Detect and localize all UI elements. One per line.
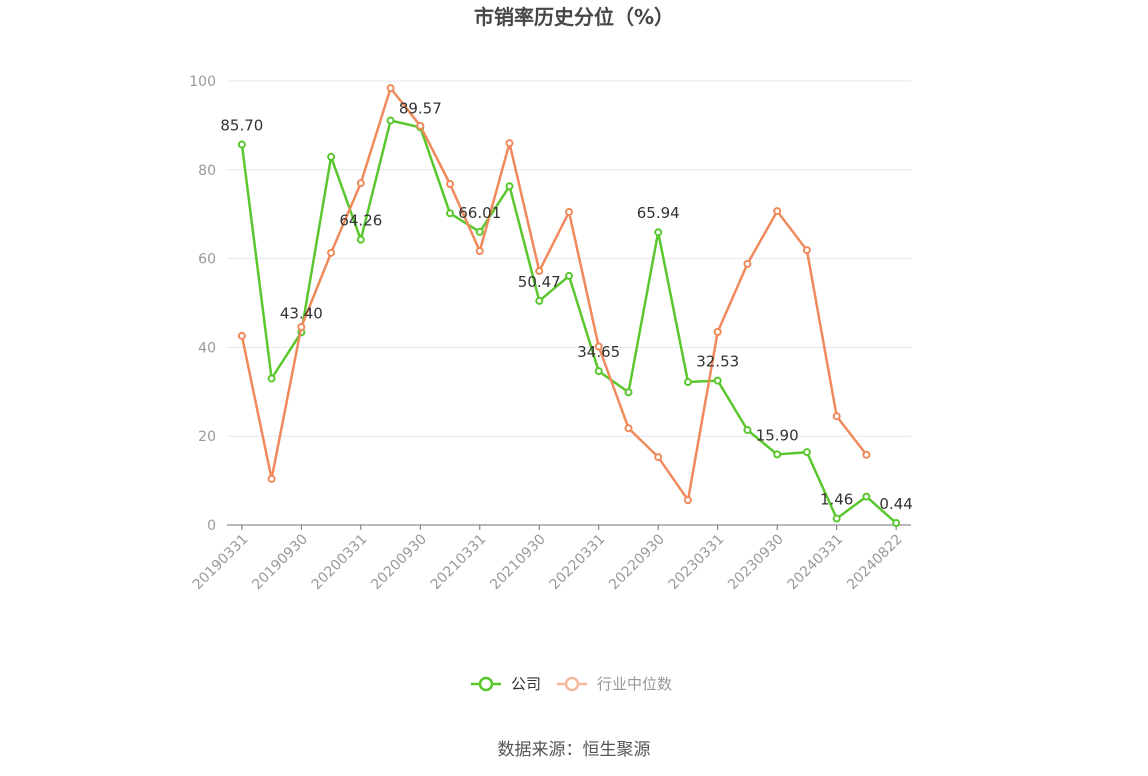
data-point <box>862 450 871 459</box>
data-point <box>892 519 901 528</box>
legend-label: 公司 <box>511 675 542 693</box>
y-tick-label: 40 <box>198 340 216 356</box>
data-labels: 85.70 43.40 64.26 89.57 66.01 50.47 34.65 65.94… <box>220 99 912 513</box>
data-label: 65.94 <box>637 204 680 222</box>
y-tick-label: 60 <box>198 252 216 268</box>
data-point <box>713 327 722 336</box>
data-point <box>832 514 841 523</box>
data-point <box>802 448 811 457</box>
legend-item-industry-median[interactable]: 行业中位数 <box>557 673 672 695</box>
y-axis-labels: 0 20 40 60 80 100 <box>189 74 216 534</box>
data-point <box>416 121 425 130</box>
legend-item-company[interactable]: 公司 <box>471 673 541 695</box>
data-point <box>535 267 544 276</box>
data-point <box>475 247 484 256</box>
data-label: 89.57 <box>399 99 442 117</box>
x-tick-label: 20200930 <box>368 531 430 593</box>
x-tick-label: 20210331 <box>428 531 490 593</box>
data-label: 32.53 <box>696 353 739 371</box>
x-tick-label: 20210930 <box>487 531 549 593</box>
data-label: 34.65 <box>577 343 620 361</box>
data-label: 85.70 <box>220 116 263 134</box>
data-label: 50.47 <box>518 273 561 291</box>
series-line <box>240 119 898 525</box>
data-point <box>683 496 692 505</box>
data-point <box>327 248 336 257</box>
data-point <box>505 182 514 191</box>
data-point <box>743 425 752 434</box>
data-label: 43.40 <box>280 304 323 322</box>
data-point <box>654 453 663 462</box>
data-point <box>505 139 514 148</box>
data-point <box>594 342 603 351</box>
data-label: 66.01 <box>458 204 501 222</box>
data-point <box>237 140 246 149</box>
data-point <box>475 227 484 236</box>
data-point <box>565 271 573 280</box>
x-tick-label: 20190331 <box>190 531 252 593</box>
data-point <box>743 259 752 268</box>
x-axis-labels: 2019033120190930202003312020093020210331… <box>190 525 906 593</box>
series-1 <box>237 84 871 505</box>
data-point <box>862 492 871 501</box>
gridlines <box>227 80 911 437</box>
data-point <box>624 388 633 397</box>
data-point <box>832 412 841 421</box>
data-point <box>386 116 395 125</box>
legend-line-circle-icon <box>471 676 501 692</box>
data-point <box>683 378 692 387</box>
data-point <box>654 228 663 237</box>
line-chart: 0 20 40 60 80 100 2019033120190930202003312020… <box>189 74 913 593</box>
data-source-note: 数据来源：恒生聚源 <box>497 740 651 760</box>
data-point <box>773 450 782 459</box>
data-point <box>356 235 365 244</box>
series-0 <box>237 116 901 528</box>
x-tick-label: 20240822 <box>844 531 906 593</box>
legend-label: 行业中位数 <box>597 675 673 693</box>
data-point <box>297 322 306 331</box>
data-label: 15.90 <box>756 426 799 444</box>
data-point <box>713 376 722 385</box>
chart-title: 市销率历史分位（%） <box>473 5 675 29</box>
y-tick-label: 0 <box>207 518 216 534</box>
x-tick-label: 20190930 <box>249 531 311 593</box>
data-point <box>565 207 573 216</box>
data-point <box>535 296 544 305</box>
data-point <box>356 179 365 188</box>
x-tick-label: 20220331 <box>547 531 609 593</box>
x-tick-label: 20220930 <box>606 531 668 593</box>
data-point <box>327 152 336 161</box>
y-tick-label: 80 <box>198 163 216 179</box>
data-point <box>802 246 811 255</box>
data-point <box>773 207 782 216</box>
y-tick-label: 100 <box>189 74 216 90</box>
x-tick-label: 20230930 <box>725 531 787 593</box>
x-tick-label: 20230331 <box>666 531 728 593</box>
legend-line-circle-icon <box>557 676 587 692</box>
data-point <box>267 474 276 483</box>
data-point <box>237 331 246 340</box>
data-point <box>624 424 633 433</box>
data-point <box>446 180 455 189</box>
data-point <box>594 367 603 376</box>
data-point <box>386 84 395 93</box>
data-point <box>446 209 455 218</box>
series-line <box>240 86 868 502</box>
x-tick-label: 20240331 <box>785 531 847 593</box>
x-tick-label: 20200331 <box>309 531 371 593</box>
data-label: 1.46 <box>820 491 853 509</box>
data-label: 0.44 <box>879 495 912 513</box>
y-tick-label: 20 <box>198 429 216 445</box>
data-point <box>267 374 276 383</box>
data-label: 64.26 <box>339 212 382 230</box>
